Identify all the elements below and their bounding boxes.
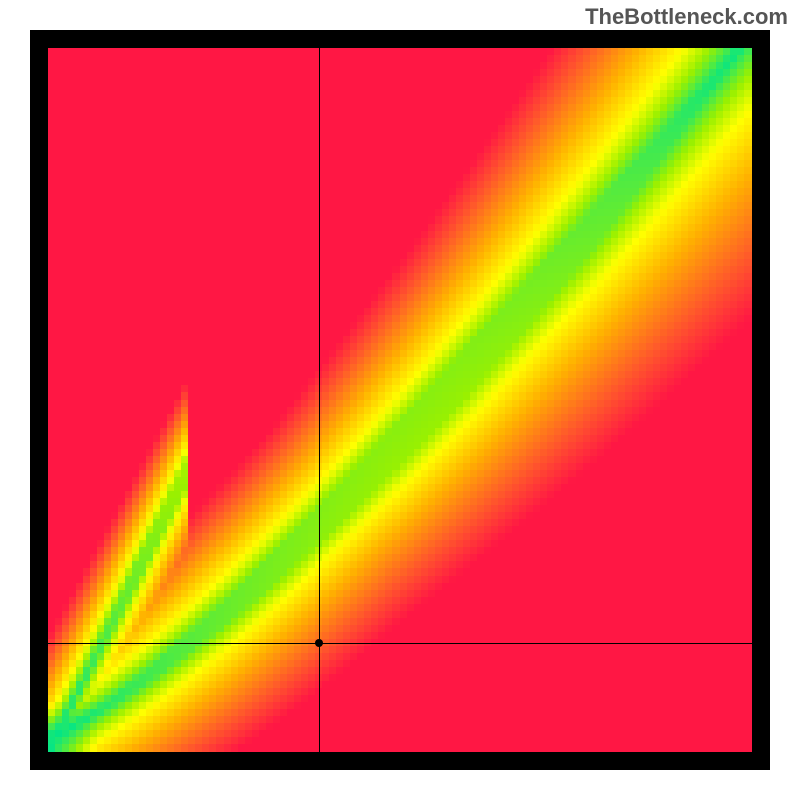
heatmap-canvas (48, 48, 752, 752)
chart-container: TheBottleneck.com (0, 0, 800, 800)
heatmap-plot (48, 48, 752, 752)
watermark-text: TheBottleneck.com (585, 4, 788, 30)
crosshair-horizontal (48, 643, 752, 644)
chart-frame (30, 30, 770, 770)
crosshair-dot (315, 639, 323, 647)
